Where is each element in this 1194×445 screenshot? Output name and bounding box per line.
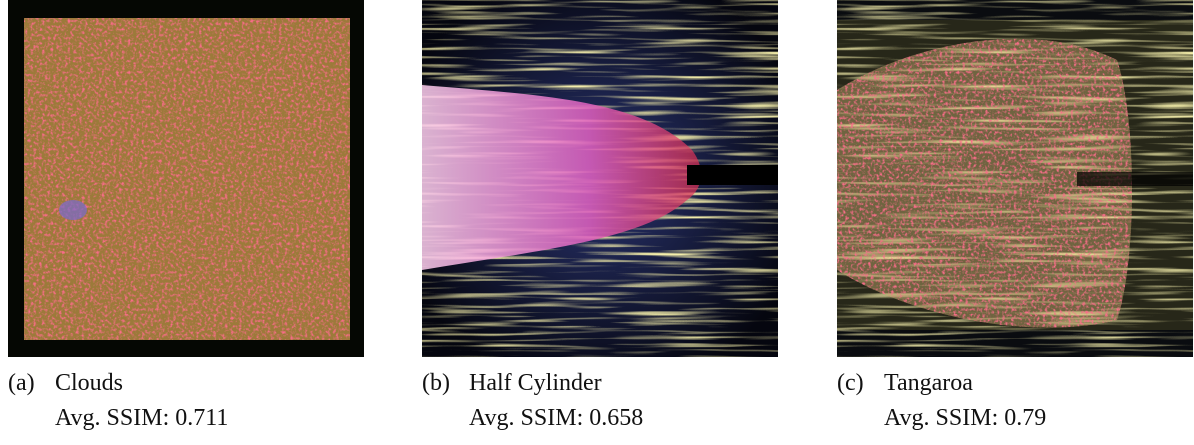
half-cylinder-image [422,0,778,357]
panel: (c) Tangaroa Avg. SSIM: 0.79 [837,0,1193,445]
panel-label: (a) [8,369,35,397]
panel-name: Clouds [55,369,123,397]
ship-shadow [1077,172,1193,186]
panel-name: Half Cylinder [469,369,602,397]
panel-label: (b) [422,369,450,397]
page: (a) Clouds Avg. SSIM: 0.711 (b) Half Cyl… [0,0,1194,445]
panel-metric: Avg. SSIM: 0.658 [469,404,643,432]
panel-metric: Avg. SSIM: 0.711 [55,404,228,432]
clouds-image [8,0,364,357]
panel-metric: Avg. SSIM: 0.79 [884,404,1046,432]
cloud-speckle [24,18,350,340]
tangaroa-image [837,0,1193,357]
panel: (b) Half Cylinder Avg. SSIM: 0.658 [422,0,778,445]
panel-name: Tangaroa [884,369,973,397]
cylinder-shadow [687,165,778,185]
cloud-blue-spot [59,200,87,220]
panel: (a) Clouds Avg. SSIM: 0.711 [8,0,364,445]
panel-label: (c) [837,369,864,397]
